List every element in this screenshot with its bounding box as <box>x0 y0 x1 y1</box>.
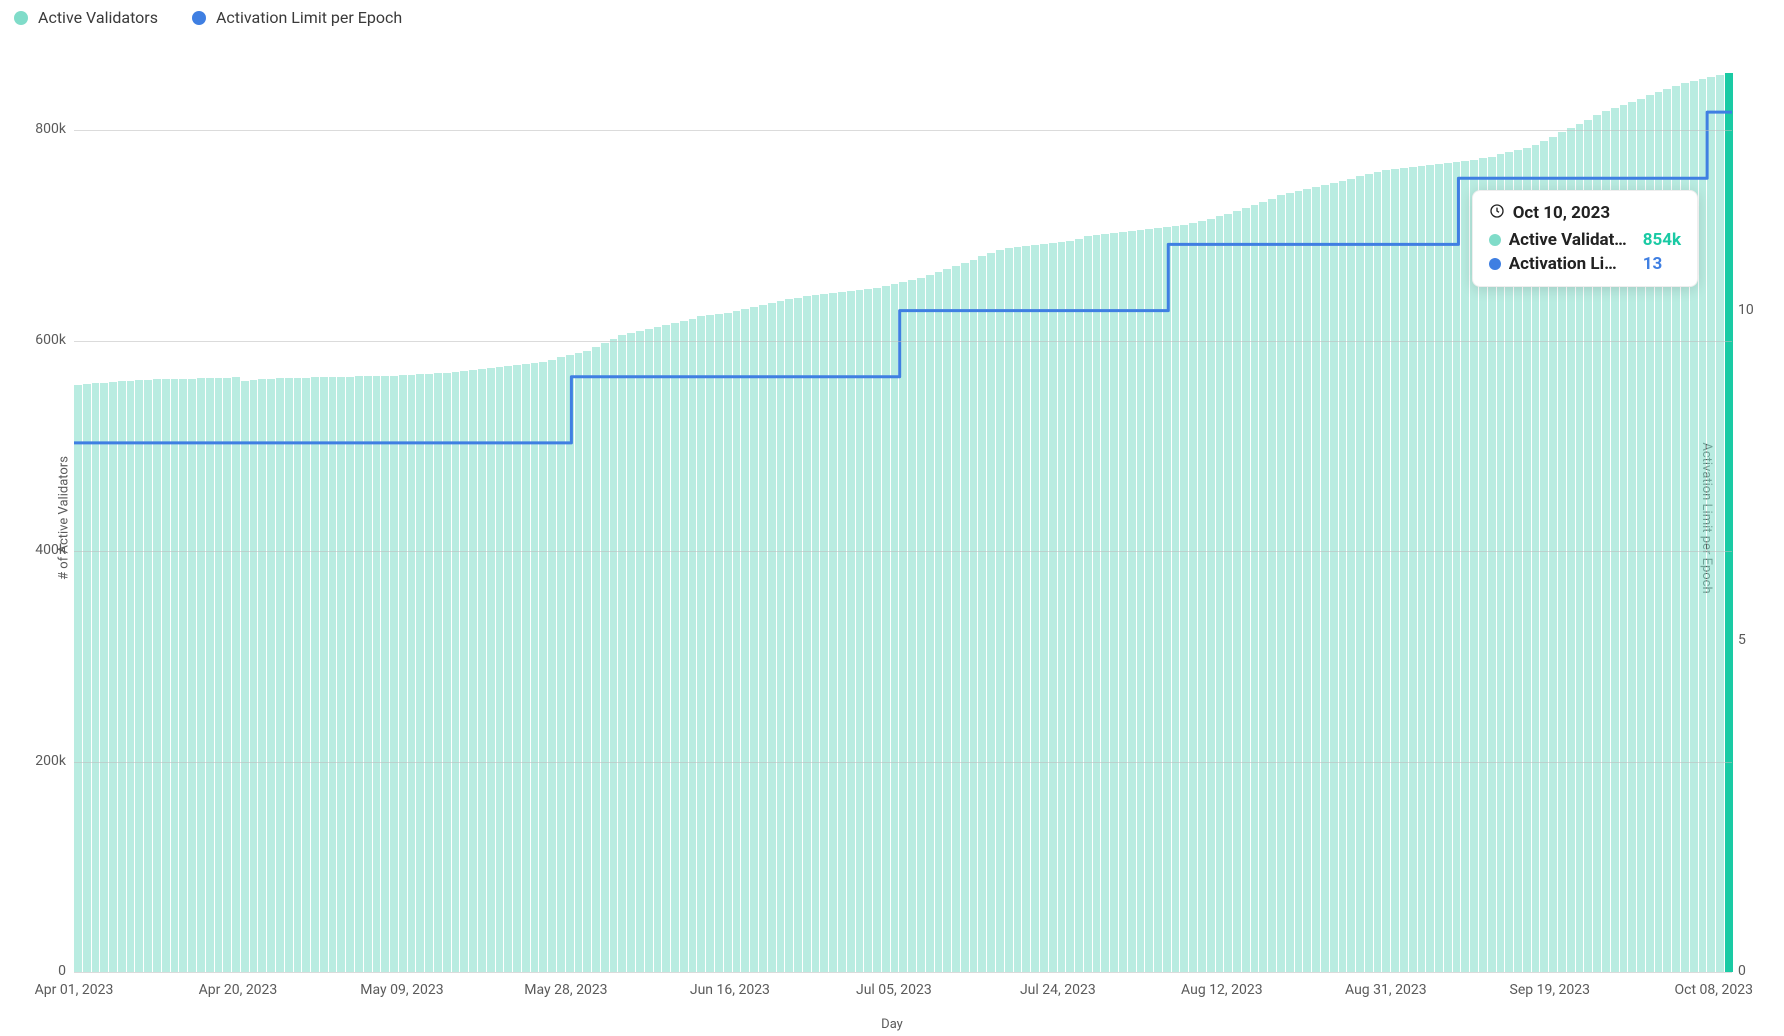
gridline <box>74 130 1732 131</box>
tooltip-dot-icon <box>1489 258 1501 270</box>
tooltip-series-value: 854k <box>1643 230 1681 250</box>
y-left-tick-label: 800k <box>6 121 66 137</box>
gridline <box>74 551 1732 552</box>
x-tick-label: Aug 12, 2023 <box>1181 982 1263 998</box>
tooltip-series-label: Active Validators <box>1509 230 1629 250</box>
y-right-tick-label: 0 <box>1738 963 1778 979</box>
legend-label: Active Validators <box>38 8 158 27</box>
x-tick-label: Jul 05, 2023 <box>856 982 932 998</box>
x-tick-label: May 09, 2023 <box>360 982 443 998</box>
x-tick-label: Aug 31, 2023 <box>1345 982 1427 998</box>
clock-icon <box>1489 203 1505 224</box>
y-left-tick-label: 0 <box>6 963 66 979</box>
y-right-tick-label: 10 <box>1738 302 1778 318</box>
x-axis-title: Day <box>881 1017 903 1032</box>
x-tick-label: May 28, 2023 <box>524 982 607 998</box>
tooltip-series-value: 13 <box>1643 254 1663 274</box>
gridline <box>74 762 1732 763</box>
tooltip-dot-icon <box>1489 234 1501 246</box>
y-left-tick-label: 200k <box>6 753 66 769</box>
x-tick-label: Oct 08, 2023 <box>1675 982 1753 998</box>
x-tick-label: Sep 19, 2023 <box>1510 982 1591 998</box>
chart-tooltip: Oct 10, 2023 Active Validators 854k Activa… <box>1472 190 1698 287</box>
y-left-tick-label: 400k <box>6 542 66 558</box>
chart-legend: Active Validators Activation Limit per E… <box>14 8 402 27</box>
legend-item-active-validators[interactable]: Active Validators <box>14 8 158 27</box>
legend-item-activation-limit[interactable]: Activation Limit per Epoch <box>192 8 402 27</box>
x-tick-label: Jun 16, 2023 <box>690 982 770 998</box>
tooltip-series-label: Activation Limi... <box>1509 254 1629 274</box>
tooltip-row: Active Validators 854k <box>1489 230 1681 250</box>
chart-plot-area[interactable]: Oct 10, 2023 Active Validators 854k Activa… <box>74 46 1732 972</box>
x-tick-label: Apr 01, 2023 <box>35 982 114 998</box>
gridline <box>74 972 1732 973</box>
y-left-tick-label: 600k <box>6 332 66 348</box>
legend-label: Activation Limit per Epoch <box>216 8 402 27</box>
tooltip-date: Oct 10, 2023 <box>1513 203 1610 223</box>
y-right-tick-label: 5 <box>1738 632 1778 648</box>
legend-swatch <box>192 11 206 25</box>
gridline <box>74 341 1732 342</box>
line-layer <box>74 46 1732 972</box>
x-tick-label: Apr 20, 2023 <box>199 982 278 998</box>
y-axis-left-title: # of Active Validators <box>56 456 71 580</box>
x-tick-label: Jul 24, 2023 <box>1020 982 1096 998</box>
tooltip-row: Activation Limi... 13 <box>1489 254 1681 274</box>
legend-swatch <box>14 11 28 25</box>
